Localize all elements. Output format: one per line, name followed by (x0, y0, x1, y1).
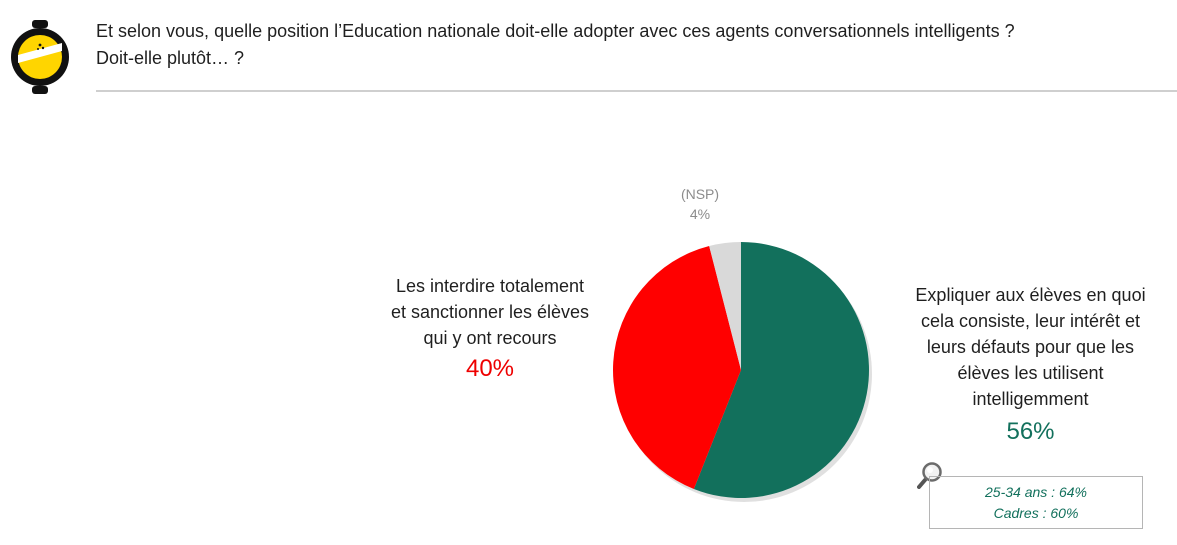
pie-slice-2 (709, 242, 741, 370)
explain-label-line-1: Expliquer aux élèves en quoi (915, 285, 1146, 305)
detail-line-2: Cadres : 60% (993, 505, 1079, 521)
survey-question: Et selon vous, quelle position l’Educati… (96, 18, 1176, 72)
nsp-value: 4% (689, 206, 711, 222)
question-line-2: Doit-elle plutôt… ? (96, 48, 245, 68)
ban-label-line-3: qui y ont recours (423, 328, 557, 348)
explain-label: Expliquer aux élèves en quoi cela consis… (888, 282, 1173, 448)
nsp-label-text: (NSP) (680, 186, 720, 202)
ban-value: 40% (465, 355, 515, 382)
pie-slice-0 (693, 242, 870, 498)
explain-label-line-2: cela consiste, leur intérêt et (920, 311, 1141, 331)
explain-label-line-5: intelligemment (972, 389, 1089, 409)
header-divider (96, 90, 1177, 92)
ban-label: Les interdire totalement et sanctionner … (350, 273, 630, 385)
ban-label-line-1: Les interdire totalement (395, 276, 585, 296)
nsp-label: (NSP) 4% (650, 184, 750, 224)
explain-label-line-3: leurs défauts pour que les (926, 337, 1135, 357)
explain-value: 56% (1006, 418, 1055, 445)
question-line-1: Et selon vous, quelle position l’Educati… (96, 21, 1015, 41)
explain-label-line-4: élèves les utilisent (957, 363, 1104, 383)
ban-label-line-2: et sanctionner les élèves (390, 302, 590, 322)
pie-slice-1 (613, 246, 741, 490)
subgroup-detail-box: 25-34 ans : 64% Cadres : 60% (929, 476, 1143, 529)
detail-line-1: 25-34 ans : 64% (985, 484, 1087, 500)
brand-logo (11, 20, 69, 94)
